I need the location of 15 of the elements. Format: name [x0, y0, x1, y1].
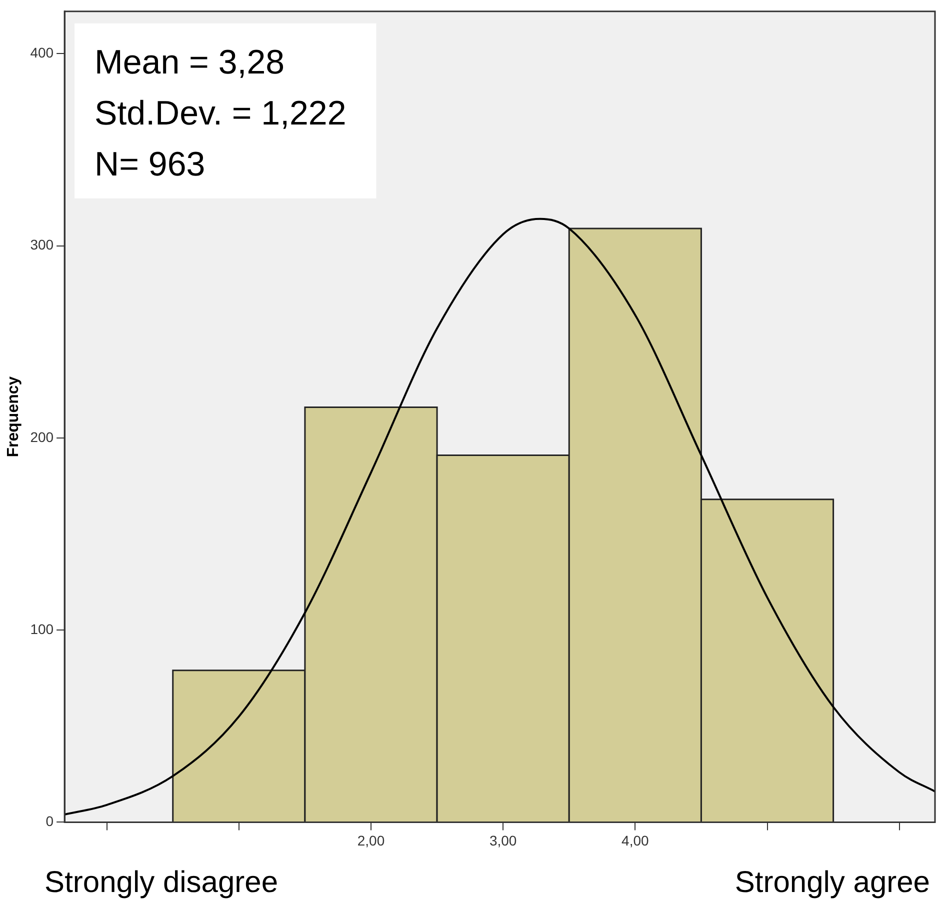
annotation: N= 963: [94, 145, 206, 184]
y-tick-label: 100: [30, 620, 54, 637]
annotation: Std.Dev. = 1,222: [94, 94, 346, 132]
text: Strongly disagree: [44, 866, 278, 900]
line-series: [64, 218, 935, 816]
x-tick-label: 3,00: [489, 832, 517, 848]
y-tick-label: 400: [30, 44, 54, 61]
x-tick-label: 4,00: [622, 832, 650, 848]
text: Strongly agree: [734, 866, 930, 900]
y-axis-title: Frequency: [5, 376, 22, 458]
y-tick-label: 0: [46, 813, 54, 830]
x-tick-label: 2,00: [357, 832, 385, 848]
y-tick-label: 300: [30, 236, 54, 253]
y-tick-label: 200: [30, 428, 54, 445]
annotation: Mean = 3,28: [94, 43, 285, 82]
